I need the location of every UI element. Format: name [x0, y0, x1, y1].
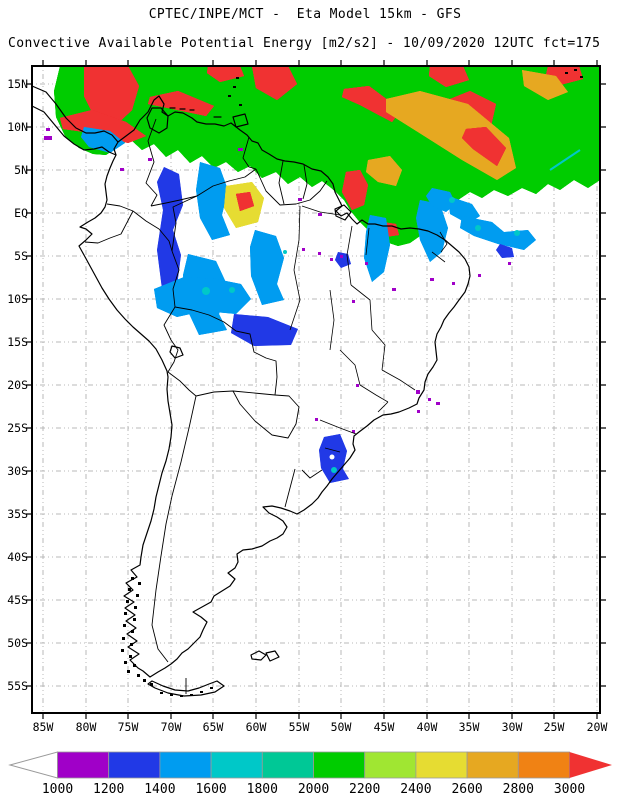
central-america-coastline — [31, 85, 119, 156]
lon-label: 45W — [374, 720, 395, 734]
colorbar-cells — [57, 751, 570, 779]
colorbar-cell — [313, 751, 366, 779]
country-borders — [84, 118, 328, 694]
lon-label: 75W — [118, 720, 139, 734]
colorbar-cell — [364, 751, 417, 779]
figure-subtitle: Convective Available Potential Energy [m… — [8, 36, 600, 51]
colorbar-value: 2800 — [503, 782, 534, 797]
lon-label: 70W — [161, 720, 182, 734]
cape-atlantic-cells — [426, 188, 536, 258]
colorbar-cell — [415, 751, 468, 779]
colorbar-cell — [466, 751, 519, 779]
cape-green-streak — [554, 139, 588, 165]
lon-label: 60W — [246, 720, 267, 734]
cape-purple-specks — [44, 128, 511, 433]
colorbar: 1000 1200 1400 1600 1800 2000 2200 2400 … — [8, 751, 612, 797]
lat-label: 10S — [7, 292, 28, 306]
colorbar-value: 2600 — [451, 782, 482, 797]
map-frame — [31, 65, 601, 714]
lat-label: 30S — [7, 464, 28, 478]
colorbar-value: 2000 — [298, 782, 329, 797]
lon-label: 20W — [587, 720, 608, 734]
lon-label: 65W — [203, 720, 224, 734]
axis-ticks — [26, 60, 606, 719]
lat-label: 40S — [7, 550, 28, 564]
map-geography — [31, 69, 583, 697]
lat-label: 55S — [7, 679, 28, 693]
lon-label: 55W — [289, 720, 310, 734]
lat-label: EQ — [14, 206, 28, 220]
lon-label: 35W — [459, 720, 480, 734]
cape-interior-cells — [81, 127, 448, 346]
colorbar-cell — [159, 751, 212, 779]
colorbar-cell — [517, 751, 570, 779]
lon-label: 30W — [502, 720, 523, 734]
longitude-axis-labels: 85W 80W 75W 70W 65W 60W 55W 50W 45W 40W … — [33, 720, 608, 734]
lon-label: 85W — [33, 720, 54, 734]
figure-title: CPTEC/INPE/MCT - Eta Model 15km - GFS — [149, 7, 462, 22]
fjord-speckles — [121, 577, 213, 697]
south-america-coastline — [78, 95, 471, 678]
brazil-state-borders — [289, 205, 448, 453]
lat-label: 50S — [7, 636, 28, 650]
colorbar-value: 2200 — [349, 782, 380, 797]
lon-label: 50W — [331, 720, 352, 734]
colorbar-labels: 1000 1200 1400 1600 1800 2000 2200 2400 … — [42, 782, 585, 797]
cape-shaded-field — [44, 66, 600, 483]
colorbar-value: 1400 — [144, 782, 175, 797]
lat-label: 20S — [7, 378, 28, 392]
cape-hot-streaks — [60, 66, 583, 237]
latitude-axis-labels: 15N 10N 5N EQ 5S 10S 15S 20S 25S 30S 35S… — [7, 77, 28, 693]
cape-cyan-cores — [202, 197, 520, 473]
lon-label: 80W — [76, 720, 97, 734]
cape-cyan-streak — [549, 149, 581, 171]
lat-label: 45S — [7, 593, 28, 607]
lat-label: 15S — [7, 335, 28, 349]
colorbar-value: 1600 — [195, 782, 226, 797]
lat-label: 15N — [7, 77, 28, 91]
lon-label: 40W — [417, 720, 438, 734]
islands — [146, 107, 352, 697]
colorbar-value: 1000 — [42, 782, 73, 797]
colorbar-cell — [57, 751, 110, 779]
small-island-dots — [228, 69, 583, 106]
lon-label: 25W — [544, 720, 565, 734]
colorbar-value: 3000 — [554, 782, 585, 797]
colorbar-cell — [108, 751, 161, 779]
colorbar-value: 2400 — [400, 782, 431, 797]
colorbar-cell — [261, 751, 314, 779]
colorbar-cell — [210, 751, 263, 779]
lat-label: 5S — [14, 249, 28, 263]
cape-patch-hole — [329, 454, 335, 460]
lat-label: 5N — [14, 163, 28, 177]
colorbar-value: 1800 — [247, 782, 278, 797]
colorbar-value: 1200 — [93, 782, 124, 797]
lat-label: 25S — [7, 421, 28, 435]
colorbar-above-arrow — [569, 752, 612, 778]
lat-label: 10N — [7, 120, 28, 134]
lat-label: 35S — [7, 507, 28, 521]
